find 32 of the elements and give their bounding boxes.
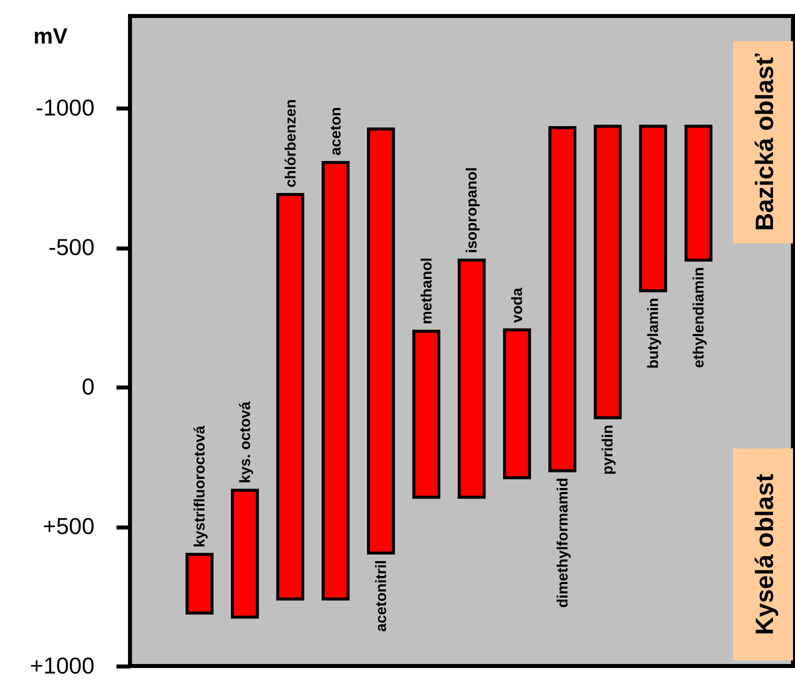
x-tick-label: acetonitril	[372, 560, 390, 632]
bar	[503, 328, 532, 480]
x-tick-label: chlórbenzen	[282, 99, 300, 188]
y-tick-label: +1000	[30, 652, 94, 678]
x-tick-label: butylamin	[645, 298, 662, 369]
text: Bazická oblasť	[751, 54, 779, 231]
y-tick-label: +500	[42, 513, 94, 540]
x-tick-label: methanol	[418, 258, 436, 324]
bar	[412, 330, 440, 499]
x-tick-label: aceton	[328, 107, 345, 156]
bar	[594, 124, 622, 420]
y-tick-label: -1000	[36, 94, 94, 121]
y-tick-label: 0	[82, 374, 94, 400]
bar	[230, 488, 259, 619]
bar	[548, 126, 576, 472]
x-tick-label: kystrifluoroctová	[192, 425, 209, 548]
bar	[322, 160, 350, 601]
bar	[458, 258, 486, 499]
text: Kyselá oblast	[751, 473, 779, 636]
x-tick-label: voda	[509, 287, 526, 323]
x-tick-label: kys. octová	[236, 400, 254, 484]
bar	[276, 193, 304, 601]
bar	[684, 124, 712, 262]
bar	[186, 552, 214, 614]
x-tick-label: isopropanol	[464, 167, 481, 254]
bar	[366, 127, 395, 555]
bar	[639, 124, 668, 292]
y-tick-label: -500	[48, 234, 94, 260]
x-tick-label: ethylendiamin	[690, 267, 708, 368]
y-axis-title: mV	[33, 24, 68, 48]
x-tick-label: pyridin	[600, 424, 617, 475]
x-tick-label: dimethylformamid	[554, 478, 572, 608]
